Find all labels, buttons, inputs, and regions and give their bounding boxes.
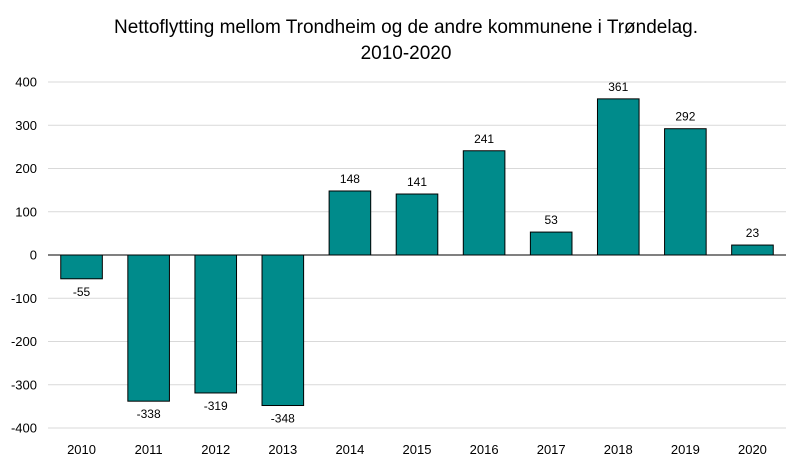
y-tick-label: 200 — [15, 161, 37, 176]
y-tick-label: -100 — [11, 291, 37, 306]
bar — [127, 254, 170, 402]
data-label: -319 — [204, 399, 228, 413]
y-tick-label: 100 — [15, 204, 37, 219]
bar — [60, 254, 103, 280]
bar — [395, 193, 439, 256]
x-tick-label: 2010 — [67, 442, 96, 457]
x-tick-label: 2017 — [537, 442, 566, 457]
bar — [261, 254, 305, 407]
x-tick-label: 2012 — [201, 442, 230, 457]
bar — [664, 128, 707, 256]
y-tick-label: -400 — [11, 421, 37, 436]
y-tick-label: -200 — [11, 334, 37, 349]
y-tick-label: 400 — [15, 75, 37, 90]
chart-title-line-1: Nettoflytting mellom Trondheim og de and… — [114, 17, 698, 38]
data-label: 23 — [746, 226, 760, 240]
x-tick-label: 2011 — [135, 442, 163, 457]
x-tick-label: 2015 — [403, 442, 432, 457]
gridlines — [48, 81, 786, 429]
bar — [596, 98, 640, 256]
x-tick-label: 2019 — [671, 442, 700, 457]
bar — [529, 231, 573, 256]
bar — [328, 190, 372, 256]
data-label: 148 — [340, 172, 360, 186]
data-label: 241 — [474, 132, 494, 146]
axes: 400 300 200 100 0 -100 -200 -300 -400 2010 2011 201… — [11, 75, 786, 457]
x-tick-label: 2013 — [268, 442, 297, 457]
x-tick-label: 2018 — [604, 442, 633, 457]
data-label: 361 — [608, 80, 628, 94]
x-tick-label: 2020 — [738, 442, 767, 457]
chart-title-line-2: 2010-2020 — [361, 43, 452, 64]
x-tick-label: 2016 — [470, 442, 499, 457]
bar — [731, 244, 774, 256]
data-label: 141 — [407, 175, 427, 189]
y-tick-label: 0 — [30, 248, 37, 263]
data-label: 292 — [675, 110, 695, 124]
bars — [60, 98, 774, 407]
data-label: -55 — [73, 285, 91, 299]
data-label: 53 — [545, 213, 559, 227]
y-tick-label: 300 — [15, 118, 37, 133]
data-label: -348 — [271, 412, 295, 426]
data-label: -338 — [137, 407, 161, 421]
y-tick-label: -300 — [11, 377, 37, 392]
bar — [462, 150, 506, 256]
data-labels: -55 -338 -319 -348 148 141 241 53 361 292 23 — [73, 80, 760, 426]
x-tick-label: 2014 — [335, 442, 364, 457]
bar — [194, 254, 238, 394]
